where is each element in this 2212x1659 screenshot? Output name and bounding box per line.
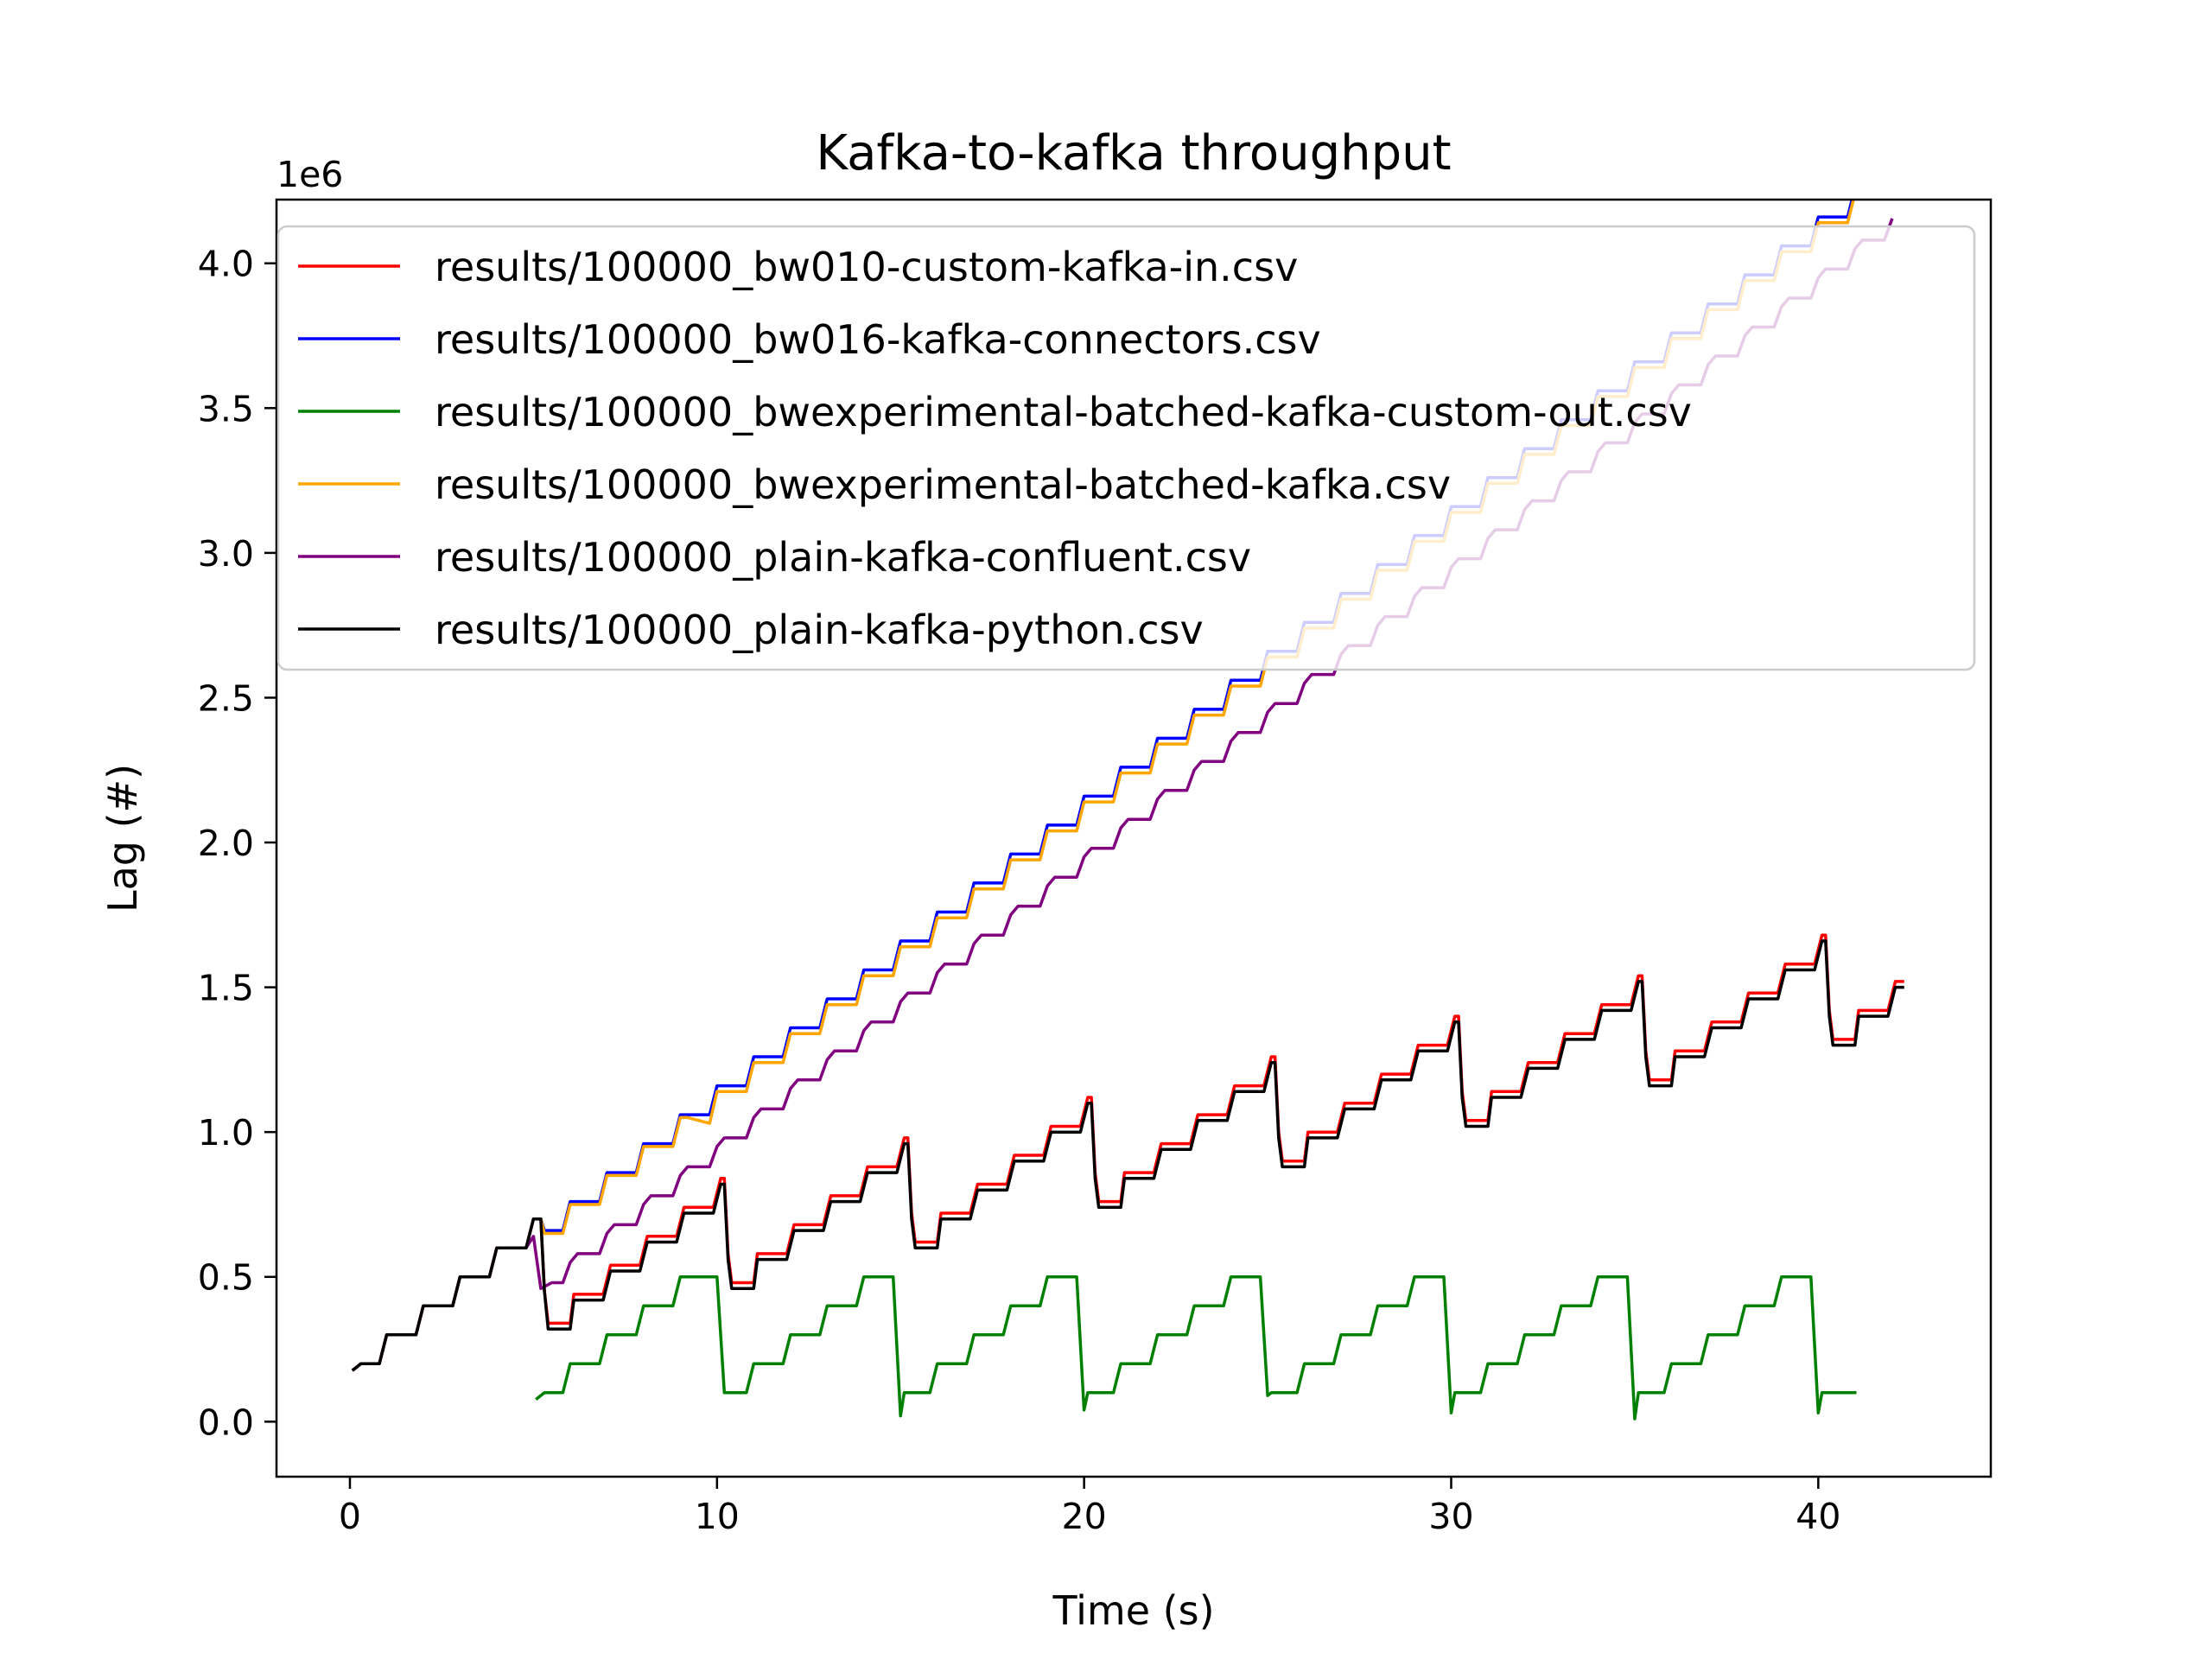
legend-label: results/100000_plain-kafka-python.csv [435,607,1204,653]
x-axis-ticks: 0 10 20 30 40 [339,1477,1840,1537]
x-axis-label: Time (s) [1052,1587,1214,1634]
legend-label: results/100000_bw010-custom-kafka-in.csv [435,244,1298,290]
legend-label: results/100000_plain-kafka-confluent.csv [435,534,1251,581]
legend: results/100000_bw010-custom-kafka-in.csv… [276,225,1976,671]
y-tick-label: 1.5 [198,968,254,1009]
y-tick-label: 2.5 [198,677,254,719]
x-tick-label: 0 [339,1496,361,1537]
y-axis-ticks: 0.0 0.5 1.0 1.5 2.0 2.5 3.0 3.5 4.0 [198,244,276,1443]
legend-label: results/100000_bwexperimental-batched-ka… [435,461,1451,508]
x-tick-label: 30 [1428,1496,1473,1537]
x-tick-label: 20 [1062,1496,1107,1537]
axes-frame [275,198,1993,1478]
y-tick-label: 3.0 [198,533,254,575]
x-tick-label: 40 [1796,1496,1840,1537]
y-tick-label: 3.5 [198,388,254,429]
legend-box [276,225,1976,671]
y-tick-label: 2.0 [198,823,254,864]
legend-items: results/100000_bw010-custom-kafka-in.csv… [298,244,1692,653]
legend-label: results/100000_bw016-kafka-connectors.cs… [435,316,1321,363]
y-tick-label: 0.5 [198,1257,254,1299]
x-tick-label: 10 [695,1496,740,1537]
chart-title: Kafka-to-kafka throughput [816,125,1451,181]
legend-label: results/100000_bwexperimental-batched-ka… [435,389,1692,435]
y-tick-label: 4.0 [198,244,254,285]
y-tick-label: 1.0 [198,1112,254,1154]
y-tick-label: 0.0 [198,1402,254,1443]
y-offset-label: 1e6 [276,154,343,195]
series-line-3 [535,1274,1857,1421]
y-axis-label: Lag (#) [99,764,146,912]
series-line-6 [351,939,1904,1372]
